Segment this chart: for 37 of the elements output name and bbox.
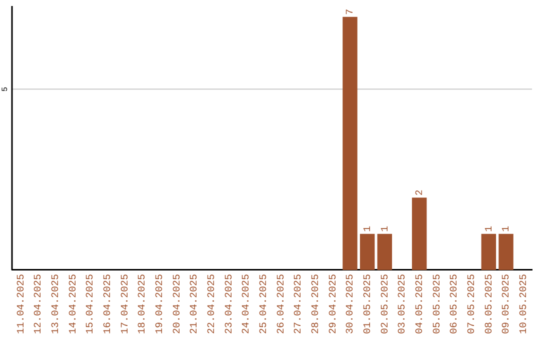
x-tick-label: 23.04.2025	[224, 274, 236, 334]
x-tick-label: 29.04.2025	[328, 274, 340, 334]
x-tick-label: 26.04.2025	[276, 274, 288, 334]
x-tick-label: 15.04.2025	[86, 274, 97, 334]
x-tick-label: 05.05.2025	[432, 274, 444, 334]
x-tick-label: 17.04.2025	[120, 274, 132, 334]
x-tick-label: 28.04.2025	[310, 274, 322, 334]
x-tick-label: 10.05.2025	[518, 274, 530, 334]
x-tick-label: 04.05.2025	[414, 274, 426, 334]
ref-line-label: 5	[1, 86, 10, 92]
x-tick-label: 07.05.2025	[466, 274, 478, 334]
x-tick-label: 27.04.2025	[294, 274, 305, 334]
x-tick-label: 21.04.2025	[190, 274, 201, 334]
x-tick-label: 09.05.2025	[502, 274, 513, 334]
x-tick-label: 01.05.2025	[362, 274, 374, 334]
x-tick-label: 08.05.2025	[484, 274, 496, 334]
x-tick-label: 16.04.2025	[102, 274, 114, 334]
x-tick-label: 25.04.2025	[258, 274, 270, 334]
x-tick-label: 12.04.2025	[34, 274, 45, 334]
x-tick-label: 14.04.2025	[68, 274, 80, 334]
data-label: 1	[484, 226, 496, 232]
x-tick-label: 06.05.2025	[450, 274, 461, 334]
x-tick-label: 13.04.2025	[50, 274, 62, 334]
data-label: 2	[414, 190, 426, 196]
x-tick-label: 24.04.2025	[242, 274, 253, 334]
data-label: 1	[502, 226, 513, 232]
data-label: 7	[346, 8, 357, 15]
x-tick-label: 02.05.2025	[380, 274, 392, 334]
x-tick-label: 18.04.2025	[138, 274, 149, 334]
x-tick-label: 11.04.2025	[16, 274, 28, 334]
data-label: 1	[362, 226, 374, 232]
x-tick-label: 03.05.2025	[398, 274, 409, 334]
x-tick-label: 19.04.2025	[154, 274, 166, 334]
x-tick-label: 20.04.2025	[172, 274, 184, 334]
x-tick-label: 22.04.2025	[206, 274, 218, 334]
data-label: 1	[380, 226, 392, 232]
x-tick-label: 30.04.2025	[346, 274, 357, 334]
